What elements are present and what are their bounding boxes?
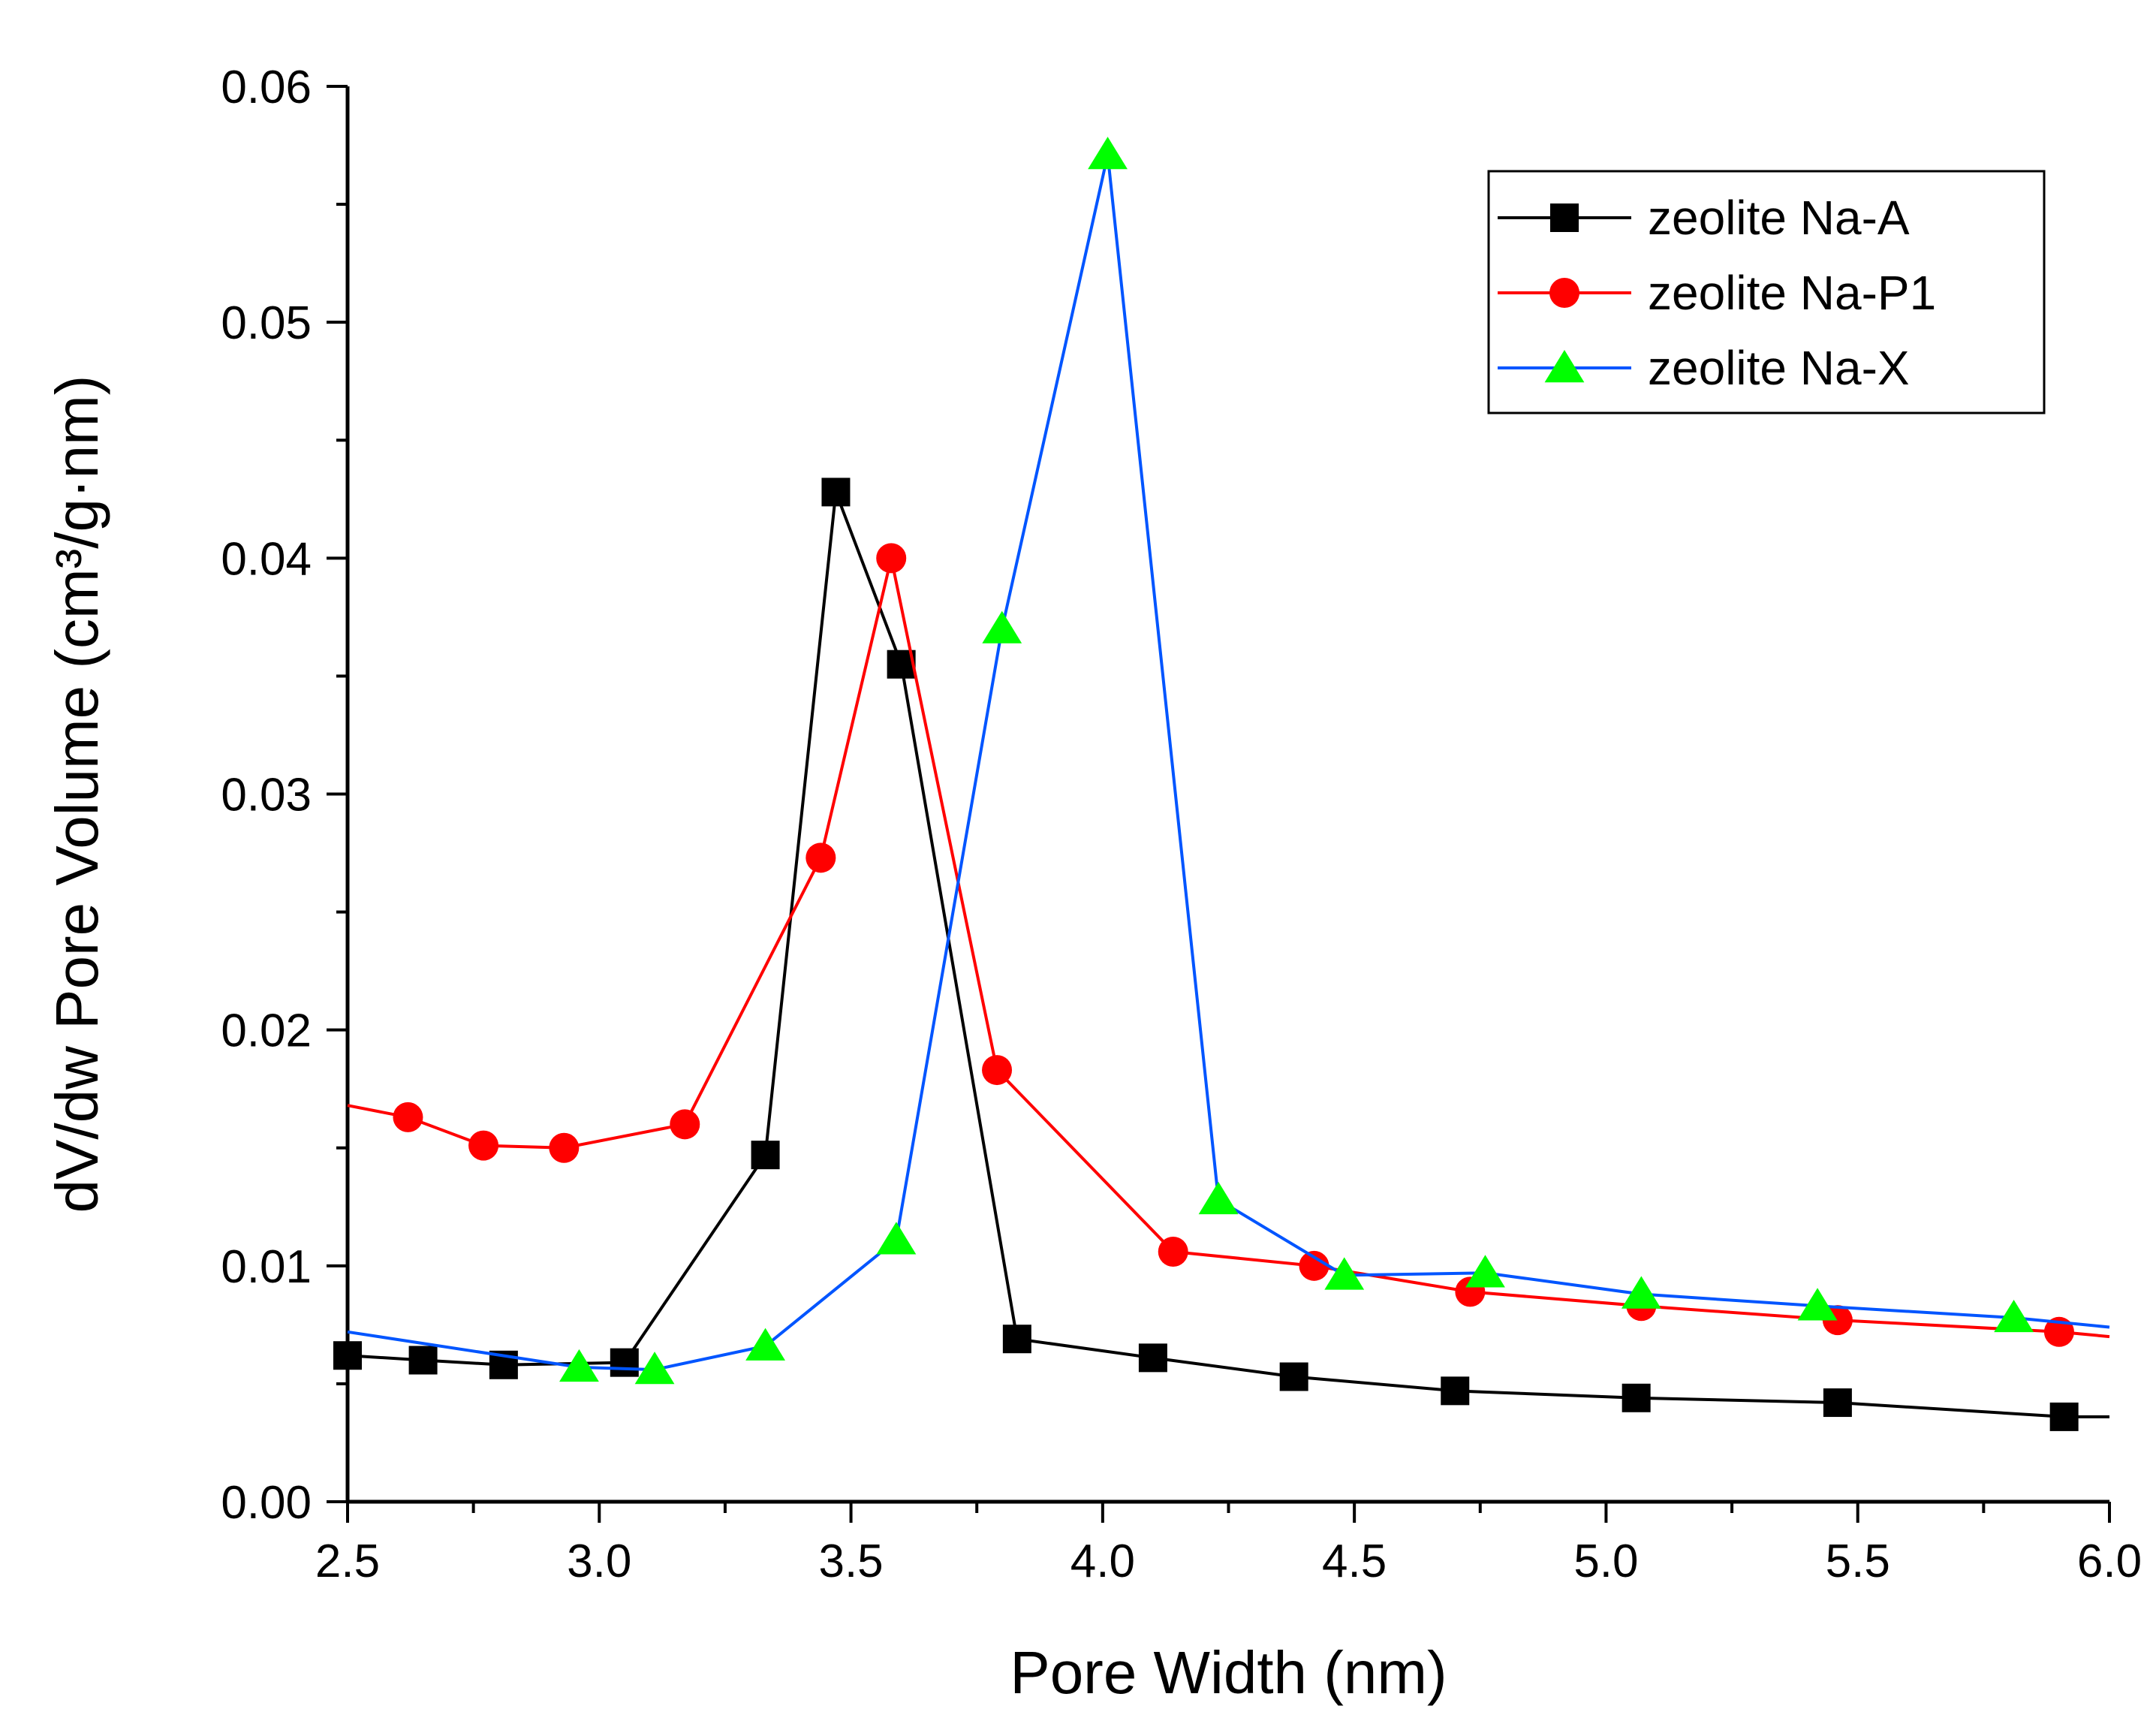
x-tick-label: 3.5 xyxy=(818,1536,883,1587)
legend-label: zeolite Na-X xyxy=(1648,341,1910,395)
data-point xyxy=(1324,1257,1365,1290)
data-point xyxy=(1198,1181,1239,1215)
data-point xyxy=(670,1109,700,1140)
data-point xyxy=(982,610,1022,643)
data-point xyxy=(559,1349,599,1382)
data-point xyxy=(549,1132,580,1163)
y-tick-label: 0.04 xyxy=(221,533,312,585)
data-point xyxy=(1797,1288,1838,1321)
data-point xyxy=(468,1130,499,1161)
data-point xyxy=(634,1352,675,1385)
data-point xyxy=(751,1141,780,1170)
y-axis-label: dV/dw Pore Volume (cm³/g·nm) xyxy=(44,375,110,1213)
legend-marker xyxy=(1550,203,1579,232)
x-tick-label: 6.0 xyxy=(2077,1536,2142,1587)
data-point xyxy=(1465,1255,1505,1288)
data-point xyxy=(805,842,836,873)
y-tick-label: 0.06 xyxy=(221,62,312,113)
ticks: 2.5 3.0 3.5 4.0 4.5 5.0 5.5 6.0 0.00 0.01 0.02 0.03… xyxy=(221,62,2142,1587)
data-point xyxy=(876,1222,917,1255)
y-tick-label: 0.05 xyxy=(221,297,312,349)
x-tick-label: 4.5 xyxy=(1322,1536,1387,1587)
data-point xyxy=(745,1328,785,1361)
data-point xyxy=(1621,1276,1661,1309)
data-point xyxy=(610,1348,639,1377)
series-zeolite-na-a xyxy=(333,478,2109,1431)
data-point xyxy=(1088,137,1128,170)
data-point xyxy=(1002,1325,1031,1354)
x-axis-label: Pore Width (nm) xyxy=(1010,1639,1447,1706)
legend-item: zeolite Na-X xyxy=(1498,341,1910,395)
data-point xyxy=(1158,1236,1188,1267)
series-zeolite-na-x xyxy=(347,137,2110,1385)
data-point xyxy=(1994,1299,2034,1333)
series-line xyxy=(347,154,2110,1372)
legend-marker xyxy=(1544,350,1585,383)
data-point xyxy=(1441,1376,1470,1406)
data-point xyxy=(821,478,851,507)
series-layer xyxy=(333,137,2110,1431)
x-tick-label: 5.5 xyxy=(1826,1536,1890,1587)
data-point xyxy=(982,1055,1013,1086)
legend-item: zeolite Na-A xyxy=(1498,191,1910,245)
data-point xyxy=(2049,1402,2079,1431)
legend-marker xyxy=(1549,278,1579,308)
legend-label: zeolite Na-A xyxy=(1648,191,1910,245)
data-point xyxy=(1138,1343,1167,1373)
x-tick-label: 4.0 xyxy=(1070,1536,1135,1587)
y-tick-label: 0.00 xyxy=(221,1477,312,1529)
legend-items: zeolite Na-A zeolite Na-P1 zeolite Na-X xyxy=(1498,191,1936,395)
legend: zeolite Na-A zeolite Na-P1 zeolite Na-X xyxy=(1487,170,2046,414)
x-tick-label: 2.5 xyxy=(315,1536,380,1587)
data-point xyxy=(1823,1388,1852,1418)
x-tick-label: 5.0 xyxy=(1573,1536,1638,1587)
y-tick-label: 0.01 xyxy=(221,1241,312,1293)
y-tick-label: 0.03 xyxy=(221,770,312,821)
data-point xyxy=(393,1102,423,1132)
y-tick-label: 0.02 xyxy=(221,1005,312,1057)
data-point xyxy=(876,543,907,574)
data-point xyxy=(1622,1383,1651,1412)
legend-label: zeolite Na-P1 xyxy=(1648,266,1936,320)
data-point xyxy=(1279,1362,1308,1391)
data-point xyxy=(333,1341,362,1370)
x-tick-label: 3.0 xyxy=(567,1536,631,1587)
data-point xyxy=(1299,1250,1329,1281)
legend-item: zeolite Na-P1 xyxy=(1498,266,1936,320)
data-point xyxy=(408,1346,438,1375)
